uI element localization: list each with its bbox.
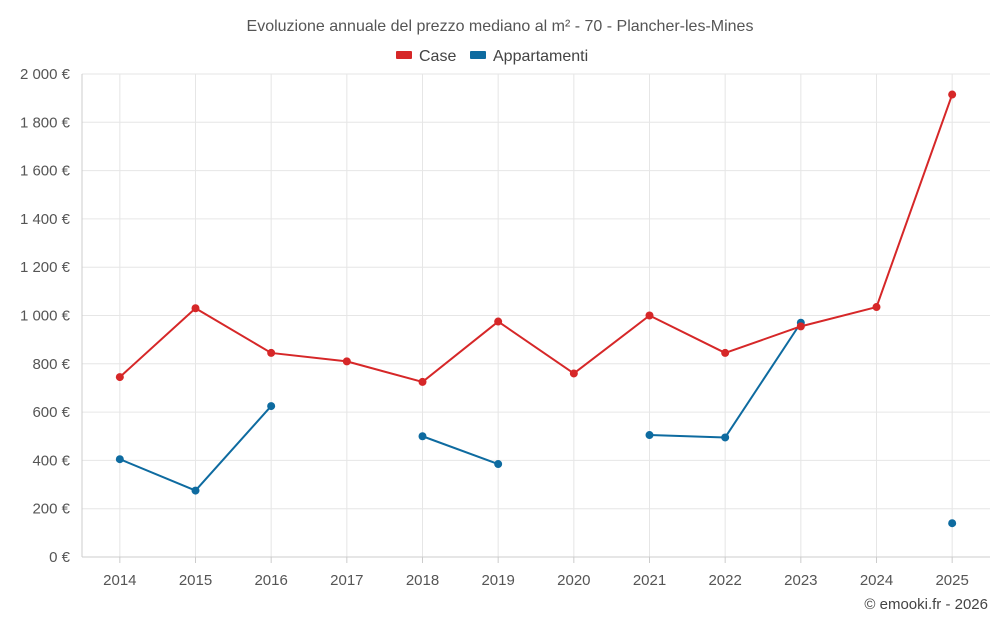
x-tick-label: 2025 [935,572,968,589]
legend-label-case: Case [419,48,456,65]
y-axis: 0 € 200 € 400 € 600 € 800 € 1 000 € 1 200 € 1 4… [20,66,82,566]
y-tick-label: 600 € [32,404,70,421]
data-point-case[interactable] [721,349,729,357]
data-point-appartamenti[interactable] [494,460,502,468]
data-point-case[interactable] [192,304,200,312]
data-point-appartamenti[interactable] [192,487,200,495]
data-point-appartamenti[interactable] [948,519,956,527]
y-tick-label: 400 € [32,452,70,469]
data-point-case[interactable] [343,357,351,365]
legend[interactable]: Case Appartamenti [396,48,588,65]
x-tick-label: 2024 [860,572,893,589]
data-point-case[interactable] [267,349,275,357]
x-tick-label: 2014 [103,572,136,589]
y-tick-label: 1 600 € [20,163,71,180]
x-tick-label: 2016 [254,572,287,589]
data-point-case[interactable] [494,318,502,326]
y-tick-label: 200 € [32,501,70,518]
legend-item-appartamenti[interactable]: Appartamenti [470,48,588,65]
data-point-appartamenti[interactable] [646,431,654,439]
grid [82,74,990,557]
legend-label-appartamenti: Appartamenti [493,48,588,65]
y-tick-label: 1 000 € [20,308,71,325]
series-line-case [120,95,952,382]
y-tick-label: 800 € [32,356,70,373]
data-point-case[interactable] [419,378,427,386]
data-point-appartamenti[interactable] [267,402,275,410]
series [116,91,956,528]
data-point-appartamenti[interactable] [116,455,124,463]
y-tick-label: 1 200 € [20,259,71,276]
x-axis: 2014 2015 2016 2017 2018 2019 2020 2021 2022 2023… [82,557,990,589]
x-tick-label: 2018 [406,572,439,589]
data-point-appartamenti[interactable] [721,433,729,441]
data-point-case[interactable] [873,303,881,311]
legend-swatch-appartamenti [470,51,486,59]
series-case [116,91,956,386]
chart-title: Evoluzione annuale del prezzo mediano al… [247,18,754,35]
data-point-case[interactable] [116,373,124,381]
y-tick-label: 1 400 € [20,211,71,228]
y-tick-label: 0 € [49,549,71,566]
data-point-case[interactable] [948,91,956,99]
y-tick-label: 2 000 € [20,66,71,83]
x-tick-label: 2022 [708,572,741,589]
series-appartamenti [116,319,956,527]
y-tick-label: 1 800 € [20,114,71,131]
credit-text: © emooki.fr - 2026 [864,596,988,613]
data-point-case[interactable] [797,322,805,330]
x-tick-label: 2023 [784,572,817,589]
x-tick-label: 2019 [481,572,514,589]
data-point-case[interactable] [570,369,578,377]
data-point-case[interactable] [646,312,654,320]
series-line-appartamenti [423,436,499,464]
legend-item-case[interactable]: Case [396,48,456,65]
x-tick-label: 2017 [330,572,363,589]
data-point-appartamenti[interactable] [419,432,427,440]
chart: Evoluzione annuale del prezzo mediano al… [0,0,1000,625]
x-tick-label: 2015 [179,572,212,589]
x-tick-label: 2020 [557,572,590,589]
x-tick-label: 2021 [633,572,666,589]
legend-swatch-case [396,51,412,59]
